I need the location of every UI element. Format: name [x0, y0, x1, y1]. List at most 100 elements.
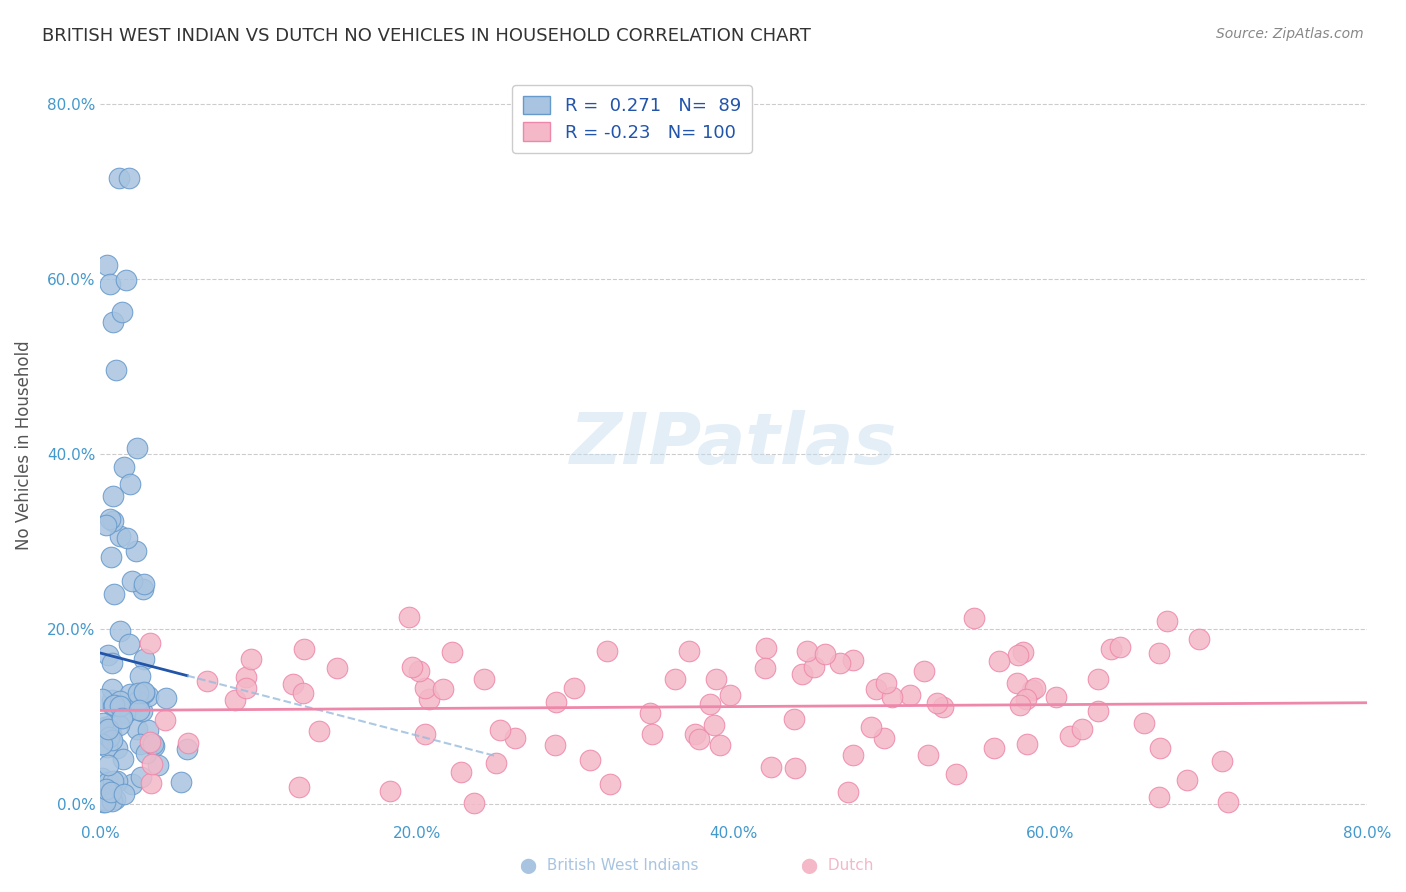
Point [709, 739, 731, 753]
Point [418, 692, 440, 706]
Point [93, 793, 115, 807]
Point [98, 785, 121, 799]
Point [703, 717, 725, 731]
Point [97, 758, 120, 772]
Point [134, 577, 156, 591]
Point [136, 723, 159, 738]
Point [898, 688, 921, 702]
Point [562, 681, 585, 695]
Point [100, 794, 122, 808]
Point [108, 529, 131, 543]
Point [450, 764, 472, 779]
Point [326, 660, 349, 674]
Point [93, 716, 115, 731]
Point [136, 690, 159, 704]
Point [413, 681, 436, 695]
Point [579, 754, 602, 768]
Point [718, 688, 741, 702]
Point [101, 733, 124, 747]
Point [1071, 722, 1094, 736]
Point [485, 756, 508, 771]
Point [380, 783, 402, 797]
Point [141, 756, 163, 771]
Point [912, 664, 935, 678]
Point [101, 774, 124, 789]
Point [704, 672, 727, 686]
Point [759, 759, 782, 773]
Text: ⬤  British West Indians: ⬤ British West Indians [520, 858, 699, 874]
Point [128, 703, 150, 717]
Point [96, 258, 118, 272]
Point [134, 685, 156, 699]
Point [1147, 790, 1170, 805]
Point [638, 706, 661, 721]
Point [97, 722, 120, 736]
Point [1007, 648, 1029, 662]
Point [104, 792, 127, 806]
Point [398, 610, 420, 624]
Point [988, 654, 1011, 668]
Point [814, 647, 837, 661]
Point [699, 697, 721, 711]
Point [153, 713, 176, 727]
Point [127, 694, 149, 708]
Point [1108, 640, 1130, 654]
Point [110, 624, 132, 638]
Point [1011, 645, 1033, 659]
Point [114, 273, 136, 287]
Text: BRITISH WEST INDIAN VS DUTCH NO VEHICLES IN HOUSEHOLD CORRELATION CHART: BRITISH WEST INDIAN VS DUTCH NO VEHICLES… [42, 27, 811, 45]
Point [842, 747, 865, 762]
Point [1187, 632, 1209, 646]
Point [121, 777, 143, 791]
Point [685, 727, 707, 741]
Point [90, 691, 112, 706]
Point [125, 442, 148, 456]
Point [111, 305, 134, 319]
Point [963, 610, 986, 624]
Point [803, 659, 825, 673]
Point [292, 686, 315, 700]
Point [107, 717, 129, 731]
Point [1099, 641, 1122, 656]
Point [596, 643, 619, 657]
Point [100, 784, 122, 798]
Point [828, 656, 851, 670]
Point [1156, 614, 1178, 628]
Point [292, 641, 315, 656]
Text: ZIPatlas: ZIPatlas [569, 410, 897, 480]
Point [489, 723, 512, 738]
Point [96, 739, 118, 754]
Point [129, 770, 152, 784]
Point [441, 645, 464, 659]
Point [880, 690, 903, 704]
Point [108, 694, 131, 708]
Point [408, 664, 430, 678]
Point [1211, 754, 1233, 768]
Point [790, 666, 813, 681]
Point [1133, 715, 1156, 730]
Point [755, 640, 778, 655]
Point [100, 549, 122, 564]
Point [117, 637, 139, 651]
Point [96, 781, 118, 796]
Point [121, 574, 143, 588]
Point [112, 460, 135, 475]
Point [127, 686, 149, 700]
Point [224, 693, 246, 707]
Point [90, 723, 112, 738]
Point [135, 747, 157, 761]
Point [1010, 698, 1032, 712]
Point [94, 783, 117, 797]
Point [859, 720, 882, 734]
Point [1045, 690, 1067, 705]
Point [401, 660, 423, 674]
Point [308, 724, 330, 739]
Point [281, 677, 304, 691]
Point [288, 780, 311, 795]
Point [176, 742, 198, 756]
Point [134, 652, 156, 666]
Point [142, 737, 165, 751]
Point [114, 706, 136, 720]
Point [841, 652, 863, 666]
Point [101, 315, 124, 329]
